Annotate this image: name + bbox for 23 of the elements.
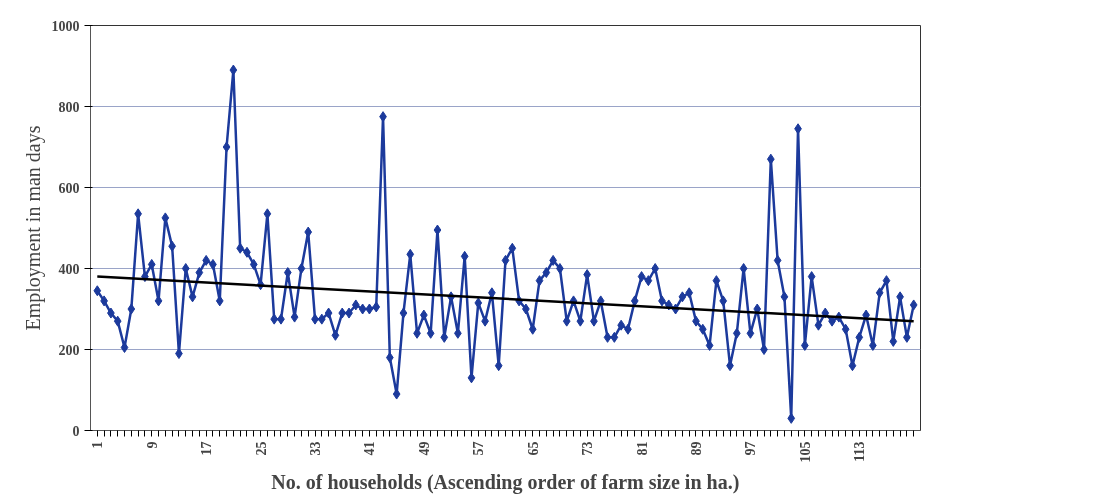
x-tick-label: 97 [743,441,759,456]
x-tick-label: 81 [634,441,650,456]
x-tick-label: 25 [253,441,269,456]
x-tick-label: 113 [852,441,868,462]
y-tick-label: 0 [72,423,80,439]
y-axis-title: Employment in man days [21,125,45,331]
x-tick-label: 9 [144,441,160,449]
x-tick-label: 49 [416,441,432,456]
x-tick-label: 89 [688,441,704,456]
y-tick-label: 600 [58,180,80,196]
x-tick-label: 41 [362,441,378,456]
x-axis-title: No. of households (Ascending order of farm size in ha.) [271,470,740,494]
x-tick-label: 1 [90,441,106,449]
y-tick-label: 800 [58,99,80,115]
x-tick-label: 57 [471,441,487,456]
x-tick-label: 73 [580,441,596,456]
x-tick-label: 65 [525,441,541,456]
x-tick-label: 105 [797,441,813,463]
x-tick-label: 17 [199,441,215,456]
x-tick-label: 33 [308,441,324,456]
y-tick-label: 1000 [51,18,80,34]
y-tick-label: 200 [58,342,80,358]
y-tick-label: 400 [58,261,80,277]
